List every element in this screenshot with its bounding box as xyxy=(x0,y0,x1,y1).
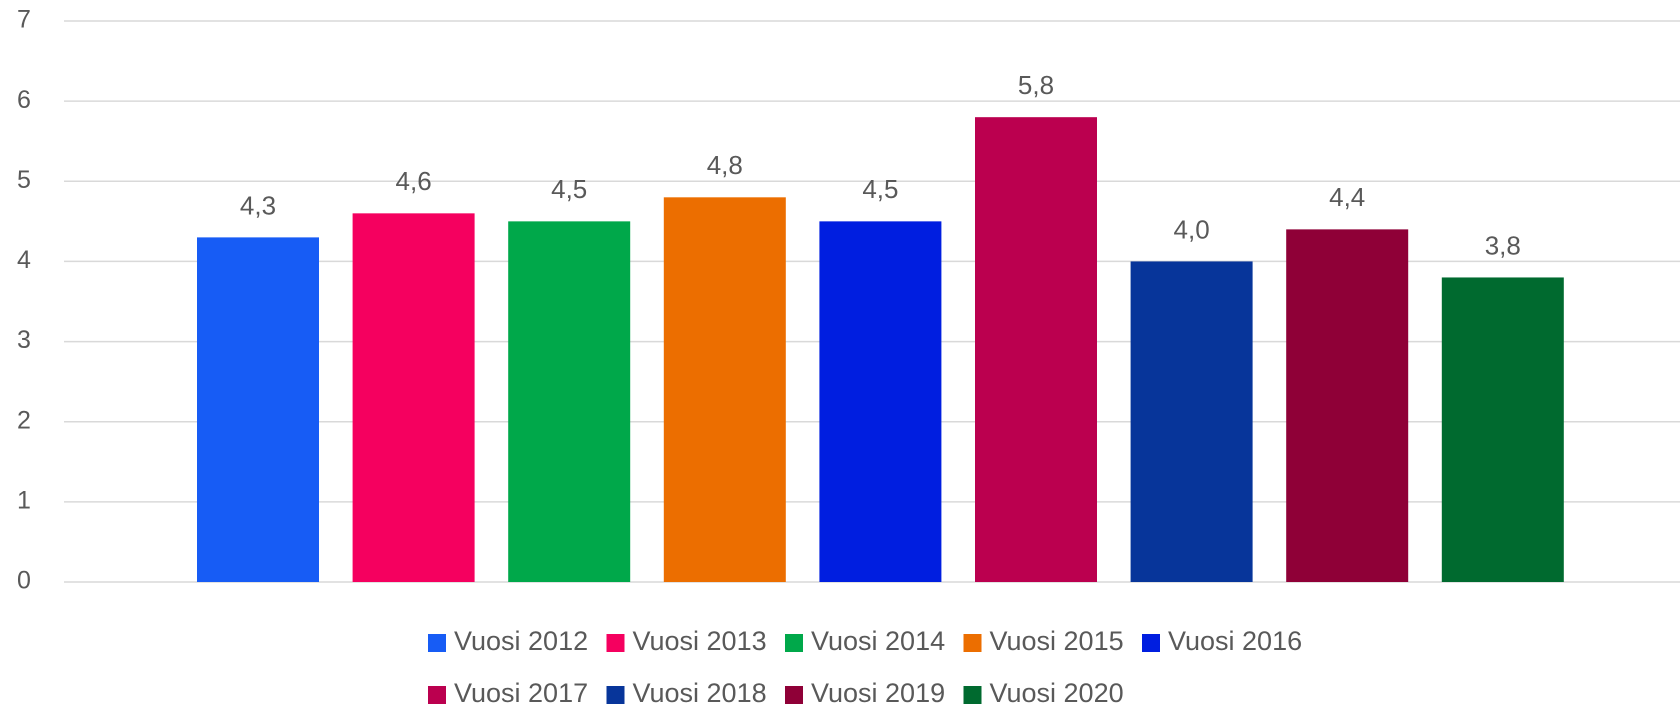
value-label: 4,0 xyxy=(1174,214,1210,244)
y-tick-label: 1 xyxy=(17,486,31,514)
legend-swatch xyxy=(785,634,803,652)
y-tick-label: 5 xyxy=(17,166,31,194)
legend-label: Vuosi 2019 xyxy=(811,678,945,708)
legend-swatch xyxy=(785,686,803,704)
legend-swatch xyxy=(606,686,625,704)
value-label: 4,6 xyxy=(396,166,432,196)
value-label: 4,5 xyxy=(862,174,898,204)
value-label: 4,5 xyxy=(551,174,587,204)
bar xyxy=(663,197,786,583)
bar xyxy=(197,237,319,582)
bar xyxy=(1130,261,1253,582)
y-tick-label: 7 xyxy=(17,6,31,34)
bar xyxy=(819,221,942,582)
value-label: 5,8 xyxy=(1018,70,1054,100)
bar xyxy=(352,213,475,583)
legend-swatch xyxy=(1142,634,1160,652)
legend-swatch xyxy=(606,634,625,652)
y-tick-label: 6 xyxy=(17,86,31,114)
legend-label: Vuosi 2016 xyxy=(1168,626,1302,656)
value-label: 3,8 xyxy=(1485,230,1521,260)
legend-label: Vuosi 2014 xyxy=(811,626,945,656)
legend-label: Vuosi 2017 xyxy=(454,678,588,708)
bar xyxy=(508,221,631,582)
bar xyxy=(1441,277,1564,582)
bar xyxy=(975,117,1097,583)
value-label: 4,3 xyxy=(240,190,276,220)
legend-label: Vuosi 2013 xyxy=(633,626,767,656)
y-tick-label: 4 xyxy=(17,246,31,274)
legend-swatch xyxy=(963,634,982,652)
bar xyxy=(1286,229,1409,582)
y-tick-label: 3 xyxy=(17,326,31,354)
legend-swatch xyxy=(428,634,446,652)
legend-label: Vuosi 2012 xyxy=(454,626,588,656)
value-label: 4,8 xyxy=(707,150,743,180)
legend-swatch xyxy=(428,686,446,704)
y-tick-label: 0 xyxy=(17,567,31,595)
legend-label: Vuosi 2020 xyxy=(990,678,1124,708)
legend-swatch xyxy=(963,686,982,704)
legend-label: Vuosi 2018 xyxy=(633,678,767,708)
legend-label: Vuosi 2015 xyxy=(990,626,1124,656)
y-tick-label: 2 xyxy=(17,406,31,434)
value-label: 4,4 xyxy=(1329,182,1365,212)
